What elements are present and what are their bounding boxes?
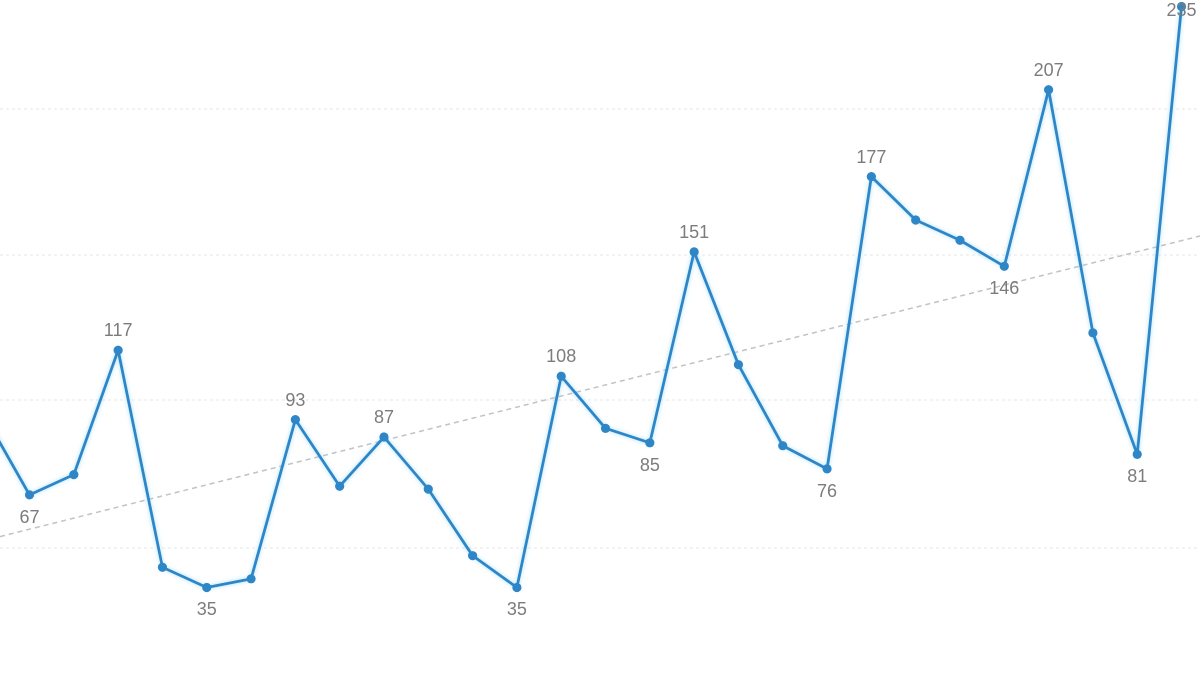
svg-text:76: 76	[817, 481, 837, 501]
svg-text:177: 177	[856, 147, 886, 167]
svg-text:151: 151	[679, 222, 709, 242]
svg-text:117: 117	[104, 320, 133, 340]
svg-text:207: 207	[1034, 60, 1064, 80]
svg-text:35: 35	[197, 599, 217, 619]
svg-text:81: 81	[1127, 466, 1147, 486]
svg-text:146: 146	[989, 278, 1019, 298]
svg-text:35: 35	[507, 599, 527, 619]
svg-text:87: 87	[374, 407, 394, 427]
svg-text:235: 235	[1166, 0, 1196, 20]
svg-text:67: 67	[20, 507, 40, 527]
svg-text:108: 108	[546, 346, 576, 366]
svg-text:85: 85	[640, 455, 660, 475]
svg-text:93: 93	[285, 390, 305, 410]
